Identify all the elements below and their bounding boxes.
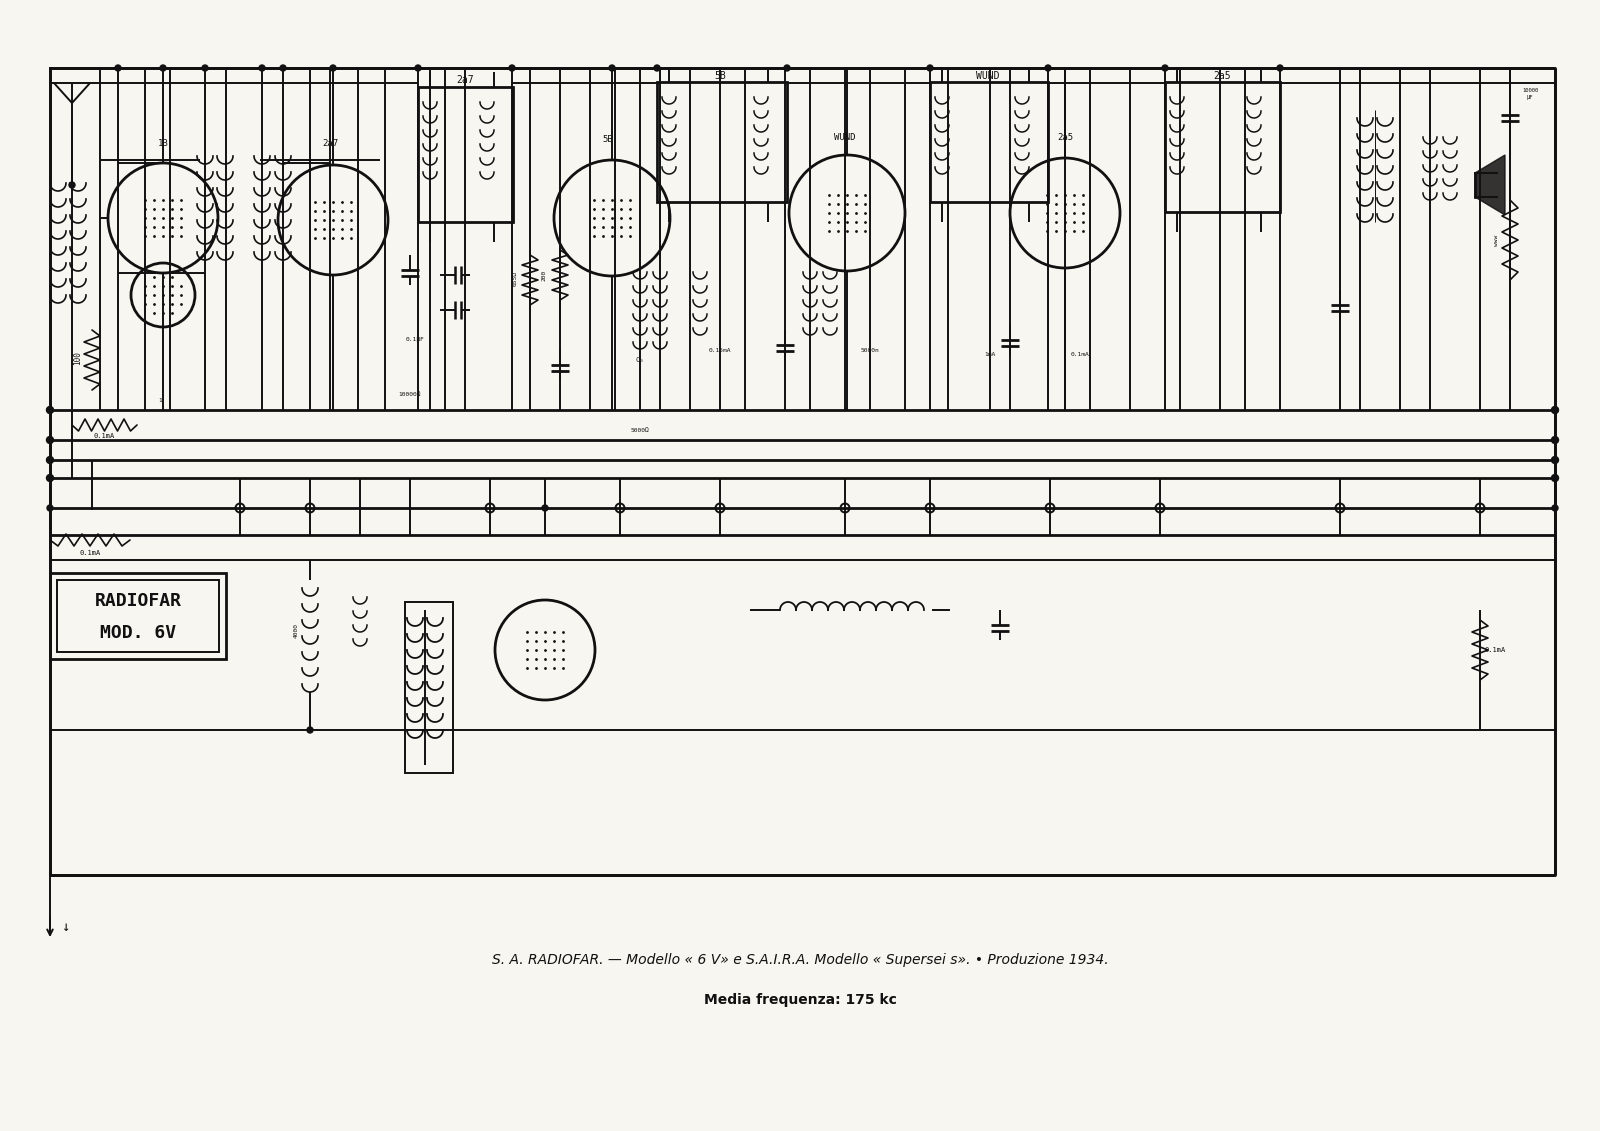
Circle shape	[307, 727, 314, 733]
Text: 10000: 10000	[1522, 87, 1538, 93]
Text: MOD. 6V: MOD. 6V	[99, 624, 176, 642]
Circle shape	[1552, 406, 1558, 414]
Text: 0.1mA: 0.1mA	[1485, 647, 1506, 653]
Circle shape	[280, 64, 286, 71]
Text: WUND: WUND	[834, 132, 856, 141]
Circle shape	[46, 506, 53, 511]
Text: 655Ω: 655Ω	[512, 270, 517, 285]
Circle shape	[1552, 475, 1558, 482]
Circle shape	[202, 64, 208, 71]
Circle shape	[160, 64, 166, 71]
Text: Media frequenza: 175 kc: Media frequenza: 175 kc	[704, 993, 896, 1007]
Circle shape	[1552, 457, 1558, 464]
Circle shape	[610, 64, 614, 71]
Text: WUND: WUND	[976, 71, 1000, 81]
Circle shape	[926, 64, 933, 71]
Circle shape	[1552, 506, 1558, 511]
Text: 1B: 1B	[158, 138, 168, 147]
Text: RADIOFAR: RADIOFAR	[94, 592, 181, 610]
Text: 200: 200	[541, 269, 547, 280]
Text: 0.1μF: 0.1μF	[406, 337, 424, 343]
Circle shape	[542, 506, 547, 511]
Text: 0.1mA: 0.1mA	[1070, 353, 1090, 357]
Polygon shape	[1475, 155, 1506, 215]
Circle shape	[69, 182, 75, 188]
Text: 0.1mA: 0.1mA	[93, 433, 115, 439]
Text: 5000n: 5000n	[861, 347, 880, 353]
Text: C₀: C₀	[635, 357, 645, 363]
Circle shape	[46, 457, 53, 464]
Text: 5000Ω: 5000Ω	[630, 428, 650, 432]
Circle shape	[784, 64, 790, 71]
Text: S. A. RADIOFAR. — Modello « 6 V» e S.A.I.R.A. Modello « Supersei s». • Produzion: S. A. RADIOFAR. — Modello « 6 V» e S.A.I…	[491, 953, 1109, 967]
Text: 1mA: 1mA	[984, 353, 995, 357]
Text: 5B: 5B	[603, 136, 613, 145]
Text: 2a5: 2a5	[1213, 71, 1230, 81]
Circle shape	[330, 64, 336, 71]
Text: 2a7: 2a7	[322, 138, 338, 147]
Circle shape	[1552, 437, 1558, 443]
Text: 2a7: 2a7	[456, 75, 474, 85]
Circle shape	[654, 64, 661, 71]
Text: www: www	[1493, 234, 1499, 245]
Text: ↓: ↓	[61, 920, 69, 934]
Circle shape	[1277, 64, 1283, 71]
Text: 1: 1	[158, 397, 162, 403]
Text: 0.15mA: 0.15mA	[709, 347, 731, 353]
Circle shape	[46, 437, 53, 443]
Text: 0.1mA: 0.1mA	[80, 550, 101, 556]
Circle shape	[46, 475, 53, 482]
Circle shape	[1045, 64, 1051, 71]
Circle shape	[1552, 407, 1558, 413]
Text: 2a5: 2a5	[1058, 132, 1074, 141]
Text: μF: μF	[1526, 95, 1533, 101]
Circle shape	[1162, 64, 1168, 71]
Circle shape	[259, 64, 266, 71]
Text: 4000: 4000	[293, 622, 299, 638]
Circle shape	[115, 64, 122, 71]
Text: 100: 100	[74, 351, 83, 365]
Circle shape	[414, 64, 421, 71]
Text: 10000Ω: 10000Ω	[398, 392, 421, 397]
Circle shape	[509, 64, 515, 71]
Text: 5B: 5B	[714, 71, 726, 81]
Circle shape	[46, 406, 53, 414]
Circle shape	[46, 407, 53, 413]
